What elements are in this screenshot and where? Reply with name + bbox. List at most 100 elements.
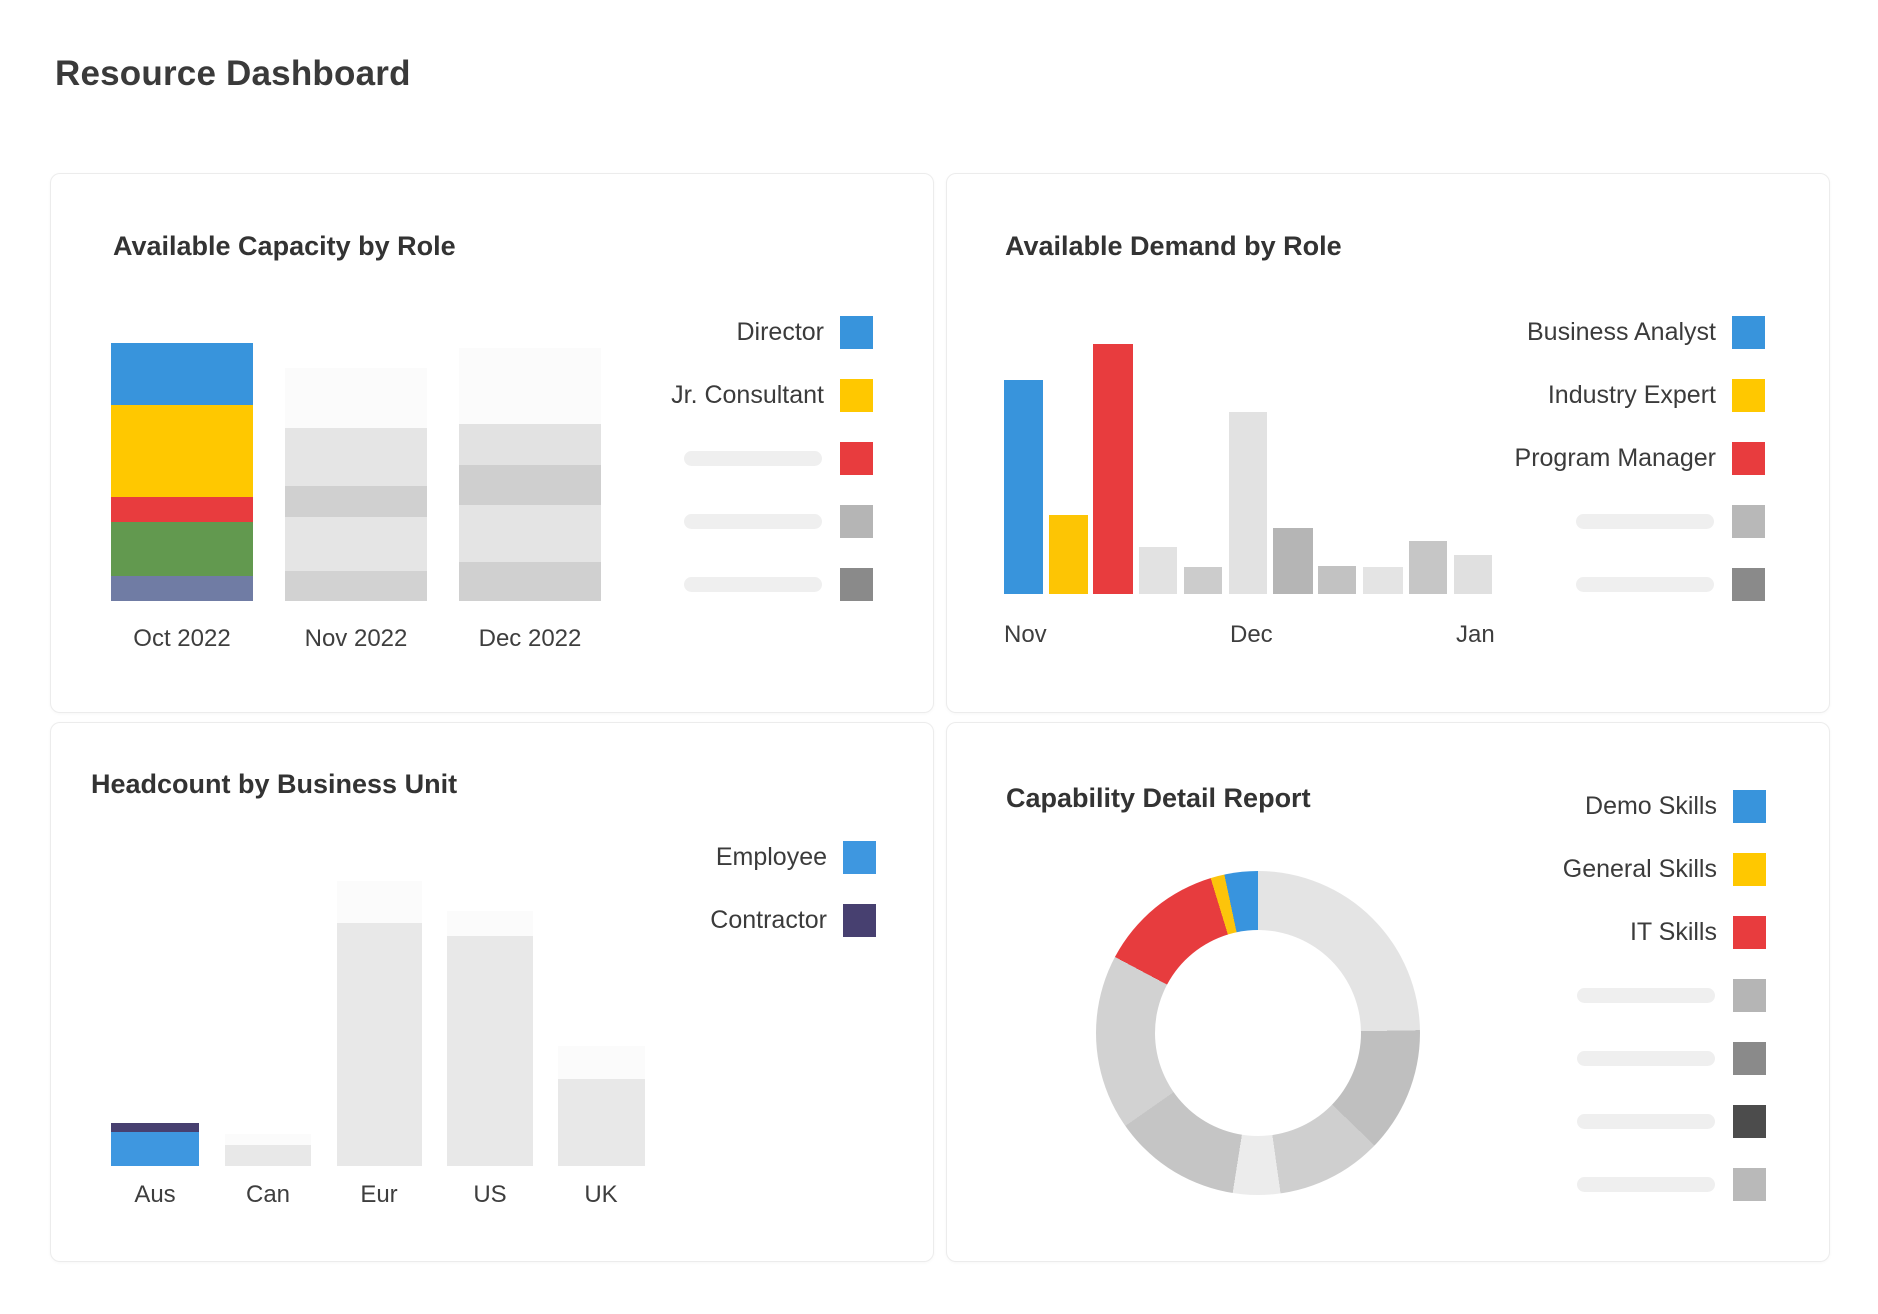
legend-row-General Skills[interactable]: General Skills <box>1563 853 1766 886</box>
legend-skeleton-pill <box>1576 577 1714 592</box>
bar-segment-placeholder-8 (Jan)[interactable] <box>1454 555 1492 594</box>
axis-label-Dec 2022: Dec 2022 <box>478 625 582 652</box>
bar-Program Manager (Nov)[interactable] <box>1093 344 1133 594</box>
bar-segment-placeholder[interactable] <box>225 1145 311 1166</box>
bar-segment-Business Analyst (Nov)[interactable] <box>1004 380 1043 594</box>
headcount-card-title: Headcount by Business Unit <box>91 769 458 799</box>
bar-Eur[interactable] <box>337 881 422 1166</box>
bar-placeholder-3 (Dec)[interactable] <box>1229 412 1267 594</box>
bar-segment-role-4-unlabeled[interactable] <box>111 522 253 576</box>
legend-row-skeleton[interactable] <box>1577 979 1766 1012</box>
bar-Aus[interactable] <box>111 1123 199 1166</box>
bar-segment-placeholder[interactable] <box>447 936 533 1166</box>
bar-placeholder-5[interactable] <box>1318 566 1356 594</box>
axis-label-UK: UK <box>584 1181 618 1208</box>
bar-segment-placeholder-1[interactable] <box>459 348 601 424</box>
bar-segment-Jr. Consultant[interactable] <box>111 405 253 497</box>
bar-segment-placeholder-3[interactable] <box>285 486 427 517</box>
bar-segment-Contractor[interactable] <box>111 1123 199 1132</box>
legend-row-Director[interactable]: Director <box>736 316 873 349</box>
bar-placeholder-6[interactable] <box>1363 567 1403 594</box>
legend-row-skeleton[interactable] <box>1577 1168 1766 1201</box>
legend-label: Program Manager <box>1514 444 1716 472</box>
legend-label: Business Analyst <box>1527 318 1716 346</box>
legend-row-Jr. Consultant[interactable]: Jr. Consultant <box>671 379 873 412</box>
bar-Business Analyst (Nov)[interactable] <box>1004 380 1043 594</box>
bar-placeholder-2[interactable] <box>1184 567 1222 594</box>
legend-swatch <box>840 316 873 349</box>
legend-skeleton-pill <box>1577 988 1715 1003</box>
axis-label-US: US <box>473 1181 507 1208</box>
legend-label: Demo Skills <box>1585 792 1717 820</box>
bar-segment-Director[interactable] <box>111 343 253 405</box>
bar-US[interactable] <box>447 911 533 1166</box>
bar-segment-placeholder-cap[interactable] <box>558 1046 645 1079</box>
legend-row-skeleton[interactable] <box>684 442 873 475</box>
bar-segment-placeholder-6[interactable] <box>1363 567 1403 594</box>
bar-segment-placeholder-7[interactable] <box>1409 541 1447 594</box>
bar-segment-placeholder-2[interactable] <box>459 424 601 465</box>
bar-segment-placeholder-1[interactable] <box>285 368 427 428</box>
legend-swatch <box>840 568 873 601</box>
bar-segment-placeholder[interactable] <box>558 1079 645 1166</box>
legend-skeleton-pill <box>1577 1177 1715 1192</box>
bar-segment-placeholder-5[interactable] <box>459 562 601 601</box>
bar-segment-placeholder-2[interactable] <box>285 428 427 486</box>
legend-swatch <box>1733 916 1766 949</box>
legend-skeleton-pill <box>684 451 822 466</box>
bar-placeholder-7[interactable] <box>1409 541 1447 594</box>
axis-label-Nov: Nov <box>1004 621 1047 648</box>
bar-Dec 2022[interactable] <box>459 348 601 601</box>
axis-label-Nov 2022: Nov 2022 <box>304 625 408 652</box>
bar-Nov 2022[interactable] <box>285 368 427 601</box>
legend-row-Employee[interactable]: Employee <box>716 841 876 874</box>
legend-row-IT Skills[interactable]: IT Skills <box>1630 916 1766 949</box>
legend-swatch <box>1733 1168 1766 1201</box>
bar-placeholder-1[interactable] <box>1139 547 1177 594</box>
bar-segment-placeholder-5[interactable] <box>285 571 427 601</box>
bar-Can[interactable] <box>225 1134 311 1166</box>
bar-segment-role-5-unlabeled[interactable] <box>111 576 253 601</box>
bar-segment-placeholder-3 (Dec)[interactable] <box>1229 412 1267 594</box>
capacity-axis-labels: Oct 2022 Nov 2022 Dec 2022 <box>51 625 933 659</box>
bar-segment-Employee[interactable] <box>111 1132 199 1166</box>
bar-segment-Industry Expert (Nov)[interactable] <box>1049 515 1088 594</box>
legend-row-skeleton[interactable] <box>1576 568 1765 601</box>
legend-label: Contractor <box>710 906 827 934</box>
bar-segment-placeholder-1[interactable] <box>1139 547 1177 594</box>
bar-segment-placeholder-3[interactable] <box>459 465 601 505</box>
bar-segment-placeholder-4[interactable] <box>1273 528 1313 594</box>
bar-segment-placeholder-4[interactable] <box>285 517 427 571</box>
axis-label-Can: Can <box>245 1181 291 1208</box>
bar-segment-placeholder-cap[interactable] <box>447 911 533 936</box>
axis-label-Dec: Dec <box>1230 621 1273 648</box>
bar-placeholder-8 (Jan)[interactable] <box>1454 555 1492 594</box>
legend-row-Contractor[interactable]: Contractor <box>710 904 876 937</box>
legend-row-skeleton[interactable] <box>684 568 873 601</box>
bar-segment-Program Manager (Nov)[interactable] <box>1093 344 1133 594</box>
legend-skeleton-pill <box>1576 514 1714 529</box>
legend-row-Program Manager[interactable]: Program Manager <box>1515 442 1765 475</box>
legend-row-Industry Expert[interactable]: Industry Expert <box>1548 379 1765 412</box>
legend-swatch <box>840 379 873 412</box>
legend-row-Business Analyst[interactable]: Business Analyst <box>1527 316 1765 349</box>
bar-Industry Expert (Nov)[interactable] <box>1049 515 1088 594</box>
legend-row-Demo Skills[interactable]: Demo Skills <box>1585 790 1766 823</box>
bar-segment-role-3-unlabeled[interactable] <box>111 497 253 522</box>
bar-segment-placeholder-cap[interactable] <box>337 881 422 923</box>
legend-skeleton-pill <box>684 577 822 592</box>
bar-segment-placeholder-2[interactable] <box>1184 567 1222 594</box>
bar-placeholder-4[interactable] <box>1273 528 1313 594</box>
bar-segment-placeholder-4[interactable] <box>459 505 601 562</box>
demand-card: Available Demand by Role Nov Dec Jan Busin… <box>946 173 1830 713</box>
bar-segment-placeholder-5[interactable] <box>1318 566 1356 594</box>
legend-row-skeleton[interactable] <box>684 505 873 538</box>
legend-row-skeleton[interactable] <box>1576 505 1765 538</box>
bar-segment-placeholder-cap[interactable] <box>225 1134 311 1145</box>
capability-donut-chart[interactable] <box>1096 871 1420 1195</box>
legend-row-skeleton[interactable] <box>1577 1042 1766 1075</box>
legend-row-skeleton[interactable] <box>1577 1105 1766 1138</box>
bar-segment-placeholder[interactable] <box>337 923 422 1166</box>
bar-UK[interactable] <box>558 1046 645 1166</box>
bar-Oct 2022[interactable] <box>111 343 253 601</box>
